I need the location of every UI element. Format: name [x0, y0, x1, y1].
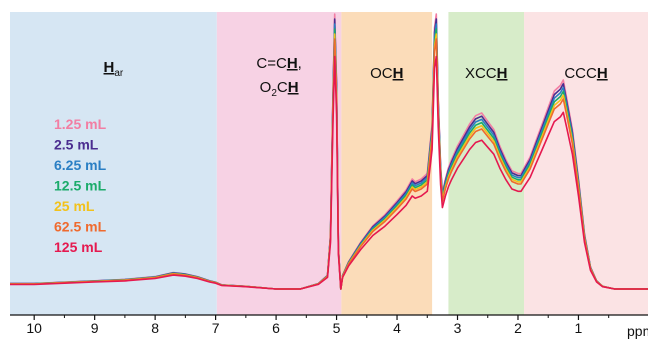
legend-item: 12.5 mL: [54, 178, 107, 194]
x-tick-label: 10: [26, 320, 42, 336]
label-text: ,: [298, 55, 302, 72]
region-label-olefinic-line2: O2CH: [260, 79, 299, 99]
x-tick-label: 9: [91, 320, 99, 336]
legend-item: 125 mL: [54, 239, 103, 255]
legend-item: 25 mL: [54, 198, 95, 214]
region-label-aromatic: Har: [104, 59, 124, 79]
legend-item: 6.25 mL: [54, 157, 107, 173]
spectrum-line-125-ml: [10, 55, 648, 290]
x-tick-label: 3: [454, 320, 462, 336]
label-text: H: [104, 59, 115, 76]
region-olefinic: [216, 12, 342, 315]
label-text: CCC: [564, 65, 597, 82]
region-label-ccch: CCCH: [564, 65, 607, 82]
legend-item: 1.25 mL: [54, 116, 107, 132]
label-text: O: [260, 79, 272, 96]
region-label-olefinic: C=CH,: [256, 55, 301, 72]
label-subscript: 2: [271, 88, 277, 99]
label-text: H: [287, 55, 298, 72]
region-och: [341, 12, 433, 315]
region-backgrounds: [10, 12, 648, 315]
x-tick-label: 8: [151, 320, 159, 336]
x-tick-label: 4: [393, 320, 401, 336]
region-ccch: [524, 12, 648, 315]
legend-item: 62.5 mL: [54, 219, 107, 235]
legend-item: 2.5 mL: [54, 137, 99, 153]
label-text: H: [597, 65, 608, 82]
label-text: H: [497, 65, 508, 82]
legend: 1.25 mL 2.5 mL 6.25 mL 12.5 mL 25 mL 62.5 mL 1…: [54, 116, 107, 255]
x-tick-label: 5: [333, 320, 341, 336]
label-text: C=C: [256, 55, 287, 72]
x-axis: 10 9 8 7 6 5 4 3 2 1 ppm: [10, 314, 648, 339]
region-label-xcch: XCCH: [465, 65, 508, 82]
region-label-och: OCH: [370, 65, 403, 82]
label-text: XCC: [465, 65, 497, 82]
label-text: C: [277, 79, 288, 96]
label-text: H: [288, 79, 299, 96]
x-tick-label: 2: [514, 320, 522, 336]
label-text: OC: [370, 65, 393, 82]
region-aromatic: [10, 12, 217, 315]
x-axis-unit-label: ppm: [627, 323, 648, 339]
x-tick-label: 1: [575, 320, 583, 336]
label-text: H: [393, 65, 404, 82]
spectra: [10, 13, 648, 290]
x-tick-label: 7: [212, 320, 220, 336]
label-subscript: ar: [114, 68, 124, 79]
x-tick-label: 6: [272, 320, 280, 336]
